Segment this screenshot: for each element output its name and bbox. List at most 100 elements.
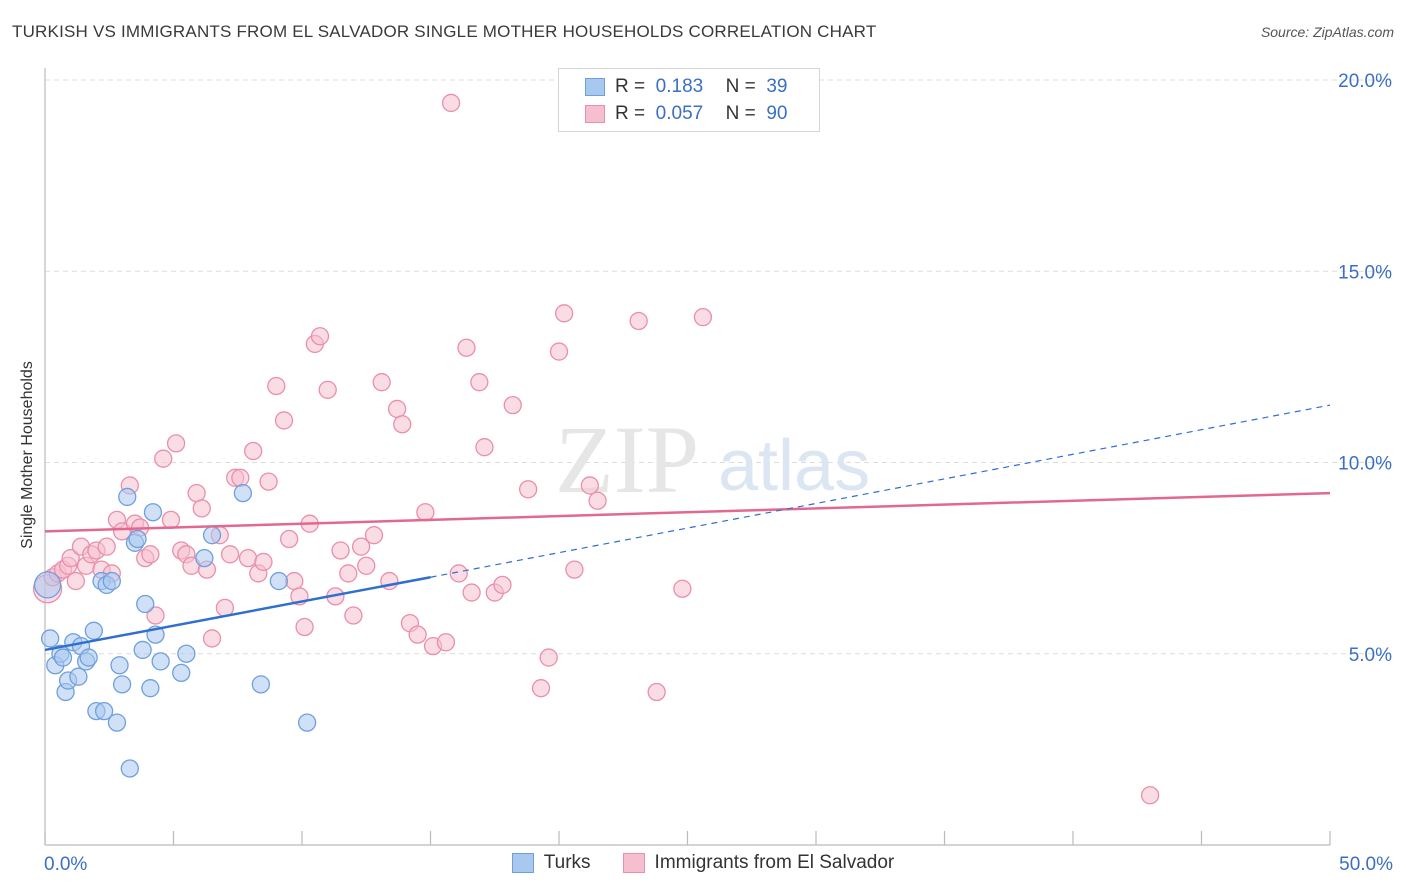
data-point-el-salvador — [66, 571, 85, 591]
data-point-el-salvador — [351, 537, 371, 556]
data-point-el-salvador — [1140, 786, 1160, 805]
legend-row-turks: R = 0.183 N = 39 — [585, 74, 787, 100]
legend-label-turks: Turks — [543, 852, 591, 873]
data-point-el-salvador — [274, 411, 294, 430]
data-point-el-salvador — [470, 373, 489, 392]
data-point-el-salvador — [580, 476, 599, 495]
data-point-el-salvador — [154, 449, 173, 468]
data-point-el-salvador — [408, 625, 427, 644]
data-point-el-salvador — [295, 617, 314, 637]
trendline-el-salvador — [44, 491, 1331, 533]
data-point-turks — [120, 759, 139, 778]
legend-swatch-turks — [511, 853, 534, 873]
data-point-el-salvador — [539, 648, 558, 667]
y-tick-label: 5.0% — [1349, 645, 1392, 666]
data-point-el-salvador — [254, 552, 273, 572]
data-point-turks — [107, 713, 127, 732]
legend-n-value: 90 — [766, 103, 788, 124]
data-point-turks — [84, 621, 103, 640]
data-point-el-salvador — [285, 571, 304, 591]
data-point-turks — [69, 667, 88, 686]
legend-r-label: R = — [615, 103, 646, 124]
legend-swatch-el-salvador — [585, 105, 605, 123]
legend-label-el-salvador: Immigrants from El Salvador — [654, 852, 895, 873]
data-point-el-salvador — [344, 606, 363, 625]
data-point-turks — [94, 701, 114, 721]
data-point-turks — [53, 648, 73, 667]
grid-layer — [45, 79, 1392, 655]
legend-r-value: 0.183 — [655, 76, 704, 97]
data-point-el-salvador — [279, 529, 299, 549]
data-point-el-salvador — [357, 556, 376, 575]
data-point-turks — [151, 652, 170, 671]
data-point-turks — [128, 529, 147, 549]
data-point-el-salvador — [141, 545, 160, 564]
legend-swatch-el-salvador — [622, 853, 645, 873]
trendline-turks-extrapolated — [430, 404, 1331, 578]
data-point-el-salvador — [202, 629, 222, 648]
legend-item-turks[interactable]: Turks — [511, 852, 591, 874]
data-point-turks — [141, 679, 160, 698]
trend-layer — [44, 404, 1331, 652]
trendline-turks — [44, 576, 431, 652]
data-point-el-salvador — [673, 579, 692, 598]
data-point-el-salvador — [244, 441, 263, 461]
data-point-el-salvador — [146, 606, 165, 625]
data-point-el-salvador — [519, 480, 538, 499]
watermark: ZIP atlas — [555, 406, 870, 513]
data-point-turks — [79, 648, 98, 667]
data-point-turks — [251, 675, 271, 694]
y-tick-label: 10.0% — [1338, 454, 1392, 475]
series-legend: Turks Immigrants from El Salvador — [0, 852, 1406, 874]
data-point-el-salvador — [97, 537, 116, 556]
data-point-el-salvador — [531, 679, 551, 698]
data-point-turks — [118, 487, 137, 507]
data-point-turks — [297, 713, 317, 732]
data-point-el-salvador — [554, 304, 574, 323]
data-point-turks — [143, 503, 163, 522]
data-point-el-salvador — [441, 93, 461, 113]
x-tick-label: 0.0% — [44, 854, 87, 875]
data-point-el-salvador — [565, 560, 584, 579]
data-point-turks — [33, 571, 62, 599]
legend-row-el-salvador: R = 0.057 N = 90 — [585, 101, 787, 127]
data-point-el-salvador — [457, 338, 476, 357]
data-point-turks — [133, 640, 152, 660]
data-point-el-salvador — [503, 395, 522, 415]
data-point-el-salvador — [166, 434, 186, 453]
legend-swatch-turks — [585, 78, 605, 96]
data-point-turks — [172, 663, 191, 683]
series-el-salvador — [32, 93, 1160, 805]
data-point-turks — [112, 675, 132, 694]
data-point-turks — [136, 594, 155, 614]
legend-item-el-salvador[interactable]: Immigrants from El Salvador — [622, 852, 895, 874]
data-point-turks — [40, 629, 60, 648]
data-point-el-salvador — [372, 373, 391, 392]
data-point-el-salvador — [187, 483, 206, 503]
data-point-el-salvador — [475, 438, 494, 457]
data-point-el-salvador — [449, 564, 468, 583]
legend-n-value: 39 — [766, 76, 788, 97]
axis-layer: 5.0% 10.0% 15.0% 20.0% 0.0% 50.0% — [44, 68, 1393, 875]
data-point-turks — [110, 656, 129, 675]
data-point-turks — [177, 644, 196, 663]
data-point-el-salvador — [310, 327, 330, 346]
data-point-el-salvador — [231, 468, 250, 487]
data-point-el-salvador — [267, 376, 286, 396]
y-tick-label: 20.0% — [1338, 71, 1392, 92]
data-point-el-salvador — [192, 499, 211, 518]
data-point-turks — [269, 571, 289, 591]
data-point-turks — [195, 548, 214, 568]
chart-title: TURKISH VS IMMIGRANTS FROM EL SALVADOR S… — [12, 22, 877, 41]
legend-n-label: N = — [725, 76, 756, 97]
watermark-atlas: atlas — [718, 426, 870, 506]
data-point-el-salvador — [647, 682, 666, 702]
series-turks — [33, 483, 317, 778]
data-point-el-salvador — [61, 548, 80, 568]
y-axis-label: Single Mother Households — [19, 361, 36, 549]
data-point-el-salvador — [339, 564, 358, 583]
data-point-el-salvador — [416, 503, 435, 522]
data-point-el-salvador — [462, 583, 481, 602]
legend-r-value: 0.057 — [655, 103, 704, 124]
data-point-el-salvador — [220, 545, 240, 564]
